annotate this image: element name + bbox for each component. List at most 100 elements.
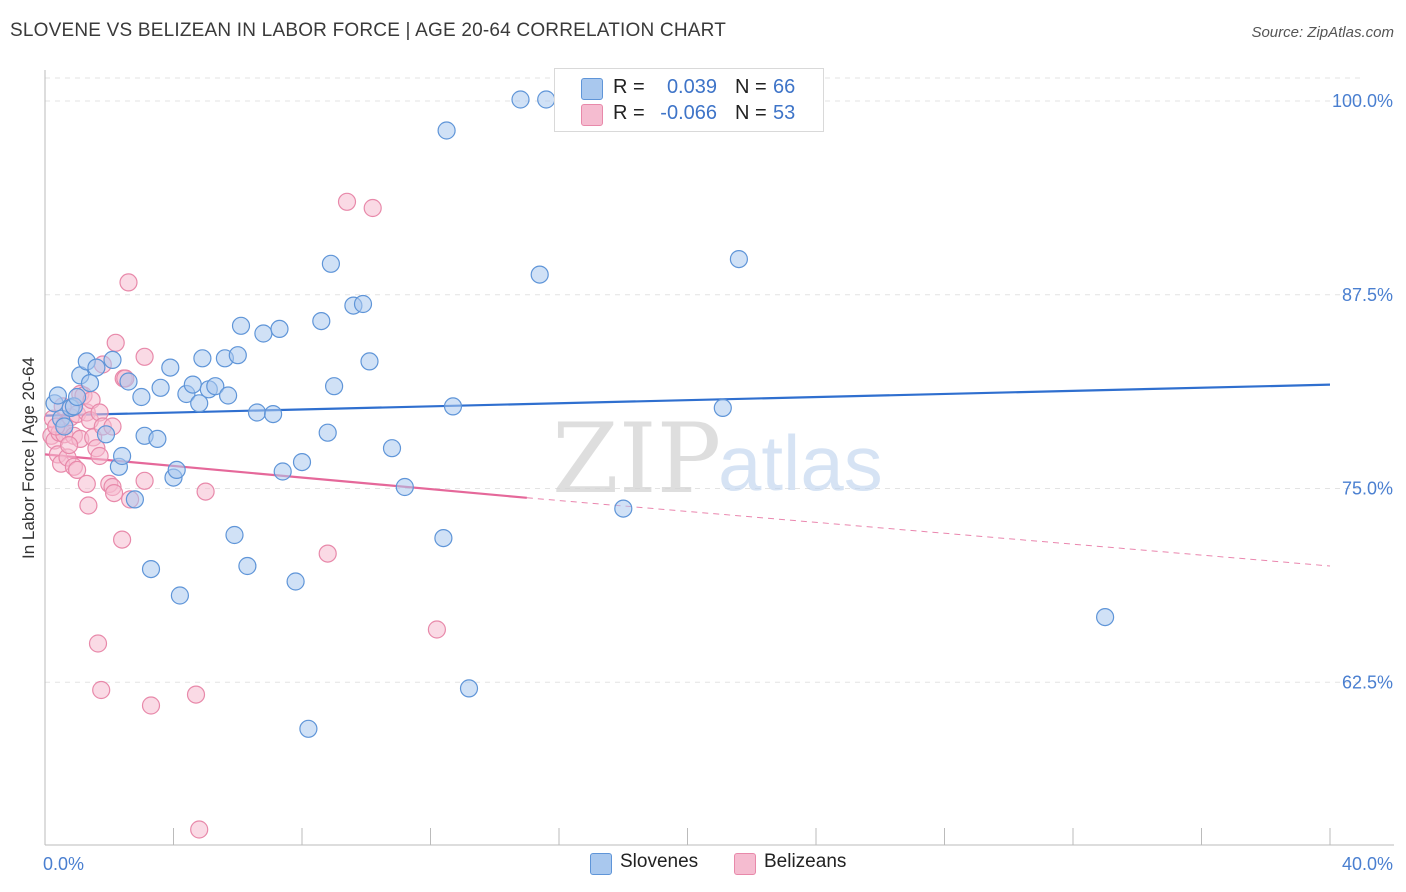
slovenes-point	[247, 403, 267, 422]
belizeans-point	[67, 460, 87, 479]
slovenes-points	[45, 90, 1115, 738]
belizeans-point	[190, 820, 209, 839]
slovenes-point	[299, 719, 318, 738]
belizeans-point	[77, 474, 96, 493]
y-tick-label: 87.5%	[1342, 285, 1393, 305]
r-value: -0.066	[660, 102, 717, 124]
slovenes-point	[238, 556, 257, 576]
slovenes-point	[1095, 607, 1115, 627]
slovenes-point	[360, 352, 379, 371]
legend-row-belizeans: R = -0.066 N = 53	[555, 101, 823, 127]
belizeans-point	[427, 620, 446, 639]
y-tick-label: 75.0%	[1342, 479, 1393, 499]
slovenes-point	[264, 405, 283, 424]
slovenes-point	[183, 375, 202, 394]
slovenes-point	[231, 316, 251, 335]
slovenes-point	[125, 490, 144, 509]
slovenes-legend-swatch	[590, 853, 612, 875]
slovenes-point	[312, 312, 331, 331]
slovenes-point	[161, 358, 180, 377]
slovenes-point	[273, 462, 292, 481]
watermark-zip: ZIP	[552, 403, 721, 515]
slovenes-point	[96, 425, 116, 444]
belizeans-point	[88, 634, 108, 653]
belizeans-point	[318, 544, 337, 563]
slovenes-point	[141, 559, 161, 579]
r-label: R =	[613, 76, 645, 98]
belizeans-point	[90, 446, 109, 466]
slovenes-point	[67, 387, 87, 407]
slovenes-point	[80, 374, 100, 393]
belizeans-point	[141, 696, 161, 715]
r-label: R =	[613, 102, 645, 124]
slovenes-swatch	[581, 78, 603, 100]
n-label: N =	[735, 76, 767, 98]
y-tick-label: 62.5%	[1342, 672, 1393, 692]
slovenes-point	[530, 265, 549, 284]
slovenes-legend-label: Slovenes	[620, 851, 699, 872]
belizeans-swatch	[581, 104, 603, 126]
belizeans-point	[363, 198, 382, 218]
legend-row-slovenes: R = 0.039 N = 66	[555, 75, 823, 101]
slovenes-point	[170, 586, 189, 605]
belizeans-point	[106, 333, 125, 352]
slovenes-point	[132, 387, 151, 407]
slovenes-point	[270, 319, 289, 338]
slovenes-point	[55, 417, 74, 436]
belizeans-point	[135, 347, 154, 366]
slovenes-point	[190, 394, 209, 413]
axes	[44, 70, 1394, 846]
belizeans-point	[104, 484, 124, 503]
slovenes-point	[537, 90, 556, 109]
slovenes-point	[321, 254, 340, 273]
x-tick-label-min: 0.0%	[43, 854, 84, 874]
slovenes-point	[353, 294, 373, 314]
x-tick-labels: 0.0% 40.0%	[43, 854, 1393, 874]
slovenes-point	[614, 499, 633, 518]
slovenes-point	[511, 90, 530, 109]
slovenes-point	[167, 460, 186, 479]
r-value: 0.039	[666, 76, 717, 98]
belizeans-point	[112, 530, 132, 549]
watermark: ZIP atlas	[552, 403, 883, 515]
belizeans-point	[119, 273, 138, 292]
y-tick-label: 100.0%	[1332, 91, 1393, 111]
slovenes-point	[443, 397, 463, 416]
correlation-legend: R = 0.039 N = 66 R = -0.066 N = 53	[554, 68, 824, 132]
slovenes-point	[729, 250, 749, 269]
belizeans-point	[79, 496, 98, 515]
slovenes-point	[318, 423, 337, 442]
slovenes-point	[219, 386, 238, 405]
slovenes-point	[254, 324, 273, 343]
watermark-atlas: atlas	[718, 419, 883, 507]
n-value: 66	[773, 76, 796, 98]
source-label: Source: ZipAtlas.com	[1251, 24, 1394, 41]
slovenes-point	[87, 358, 106, 377]
slovenes-point	[103, 350, 122, 369]
belizeans-point	[135, 471, 154, 490]
slovenes-point	[434, 528, 453, 548]
belizeans-point	[186, 685, 206, 704]
slovenes-point	[713, 398, 732, 417]
n-value: 53	[773, 102, 796, 124]
slovenes-point	[225, 525, 244, 545]
slovenes-point	[206, 377, 225, 396]
slovenes-point	[119, 372, 138, 391]
chart-title: SLOVENE VS BELIZEAN IN LABOR FORCE | AGE…	[10, 20, 727, 41]
n-label: N =	[735, 102, 767, 124]
slovenes-point	[151, 378, 170, 397]
slovenes-point	[382, 439, 402, 458]
y-axis-label: In Labor Force | Age 20-64	[19, 357, 38, 559]
slovenes-point	[292, 453, 312, 472]
slovenes-point	[112, 446, 132, 466]
slovenes-point	[459, 679, 479, 698]
slovenes-point	[325, 377, 344, 396]
slovenes-point	[48, 386, 68, 405]
belizeans-point	[196, 482, 215, 501]
y-tick-labels: 62.5% 75.0% 87.5% 100.0%	[1332, 91, 1393, 692]
belizeans-point	[59, 436, 79, 455]
slovenes-point	[148, 429, 167, 448]
belizeans-trend-extension	[526, 497, 1331, 567]
belizeans-point	[337, 192, 357, 211]
